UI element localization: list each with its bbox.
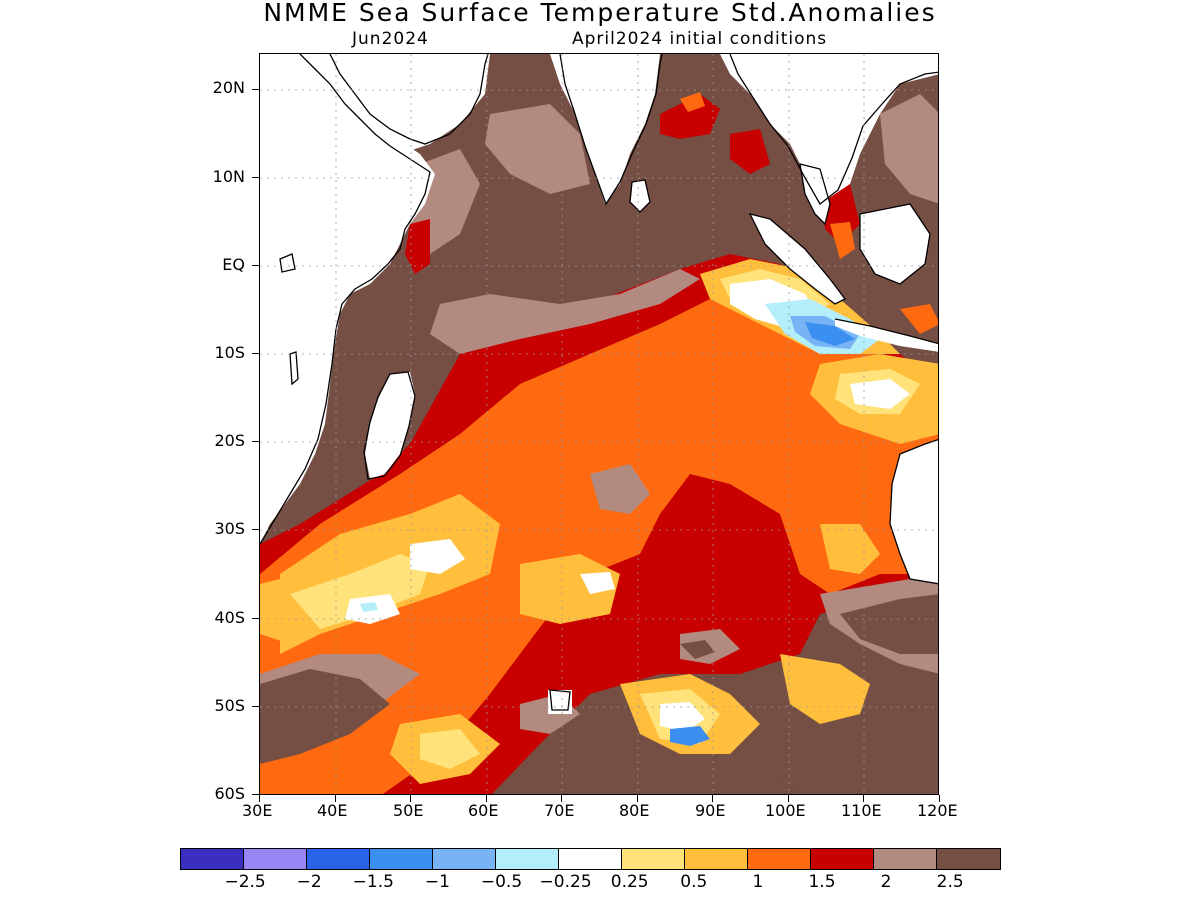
colorbar-label: 2.5 bbox=[936, 872, 964, 892]
map-panel bbox=[259, 53, 939, 795]
lon-label-90e: 90E bbox=[695, 801, 726, 820]
java-land bbox=[835, 319, 938, 352]
colorbar bbox=[180, 848, 1001, 870]
cold-anomaly-core bbox=[805, 322, 855, 346]
lat-label-eq: EQ bbox=[222, 255, 245, 274]
colorbar-label: −2.5 bbox=[224, 872, 266, 892]
colorbar-label: 1.5 bbox=[808, 872, 836, 892]
orange-region bbox=[260, 284, 938, 794]
colorbar-swatch bbox=[937, 849, 1000, 869]
colorbar-label: −0.5 bbox=[480, 872, 523, 892]
lon-label-30e: 30E bbox=[242, 801, 273, 820]
indochina-land bbox=[720, 54, 938, 204]
colorbar-swatch bbox=[496, 849, 559, 869]
colorbar-label: −1.5 bbox=[352, 872, 394, 892]
lat-label-30s: 30S bbox=[214, 519, 245, 538]
borneo-land bbox=[860, 204, 930, 284]
colorbar-swatch bbox=[559, 849, 622, 869]
colorbar-swatch bbox=[181, 849, 244, 869]
australia-land bbox=[890, 439, 938, 584]
lat-label-50s: 50S bbox=[214, 696, 245, 715]
colorbar-swatch bbox=[685, 849, 748, 869]
lat-label-10n: 10N bbox=[212, 167, 245, 186]
sst-anomaly-map bbox=[260, 54, 938, 794]
colorbar-swatch bbox=[244, 849, 307, 869]
arabia-land bbox=[320, 54, 490, 154]
colorbar-swatch bbox=[874, 849, 937, 869]
lon-label-100e: 100E bbox=[765, 801, 806, 820]
sri-lanka-land bbox=[630, 180, 650, 212]
colorbar-label: 0.25 bbox=[610, 872, 649, 892]
coastlines bbox=[260, 54, 938, 711]
lon-label-60e: 60E bbox=[468, 801, 499, 820]
madagascar-land bbox=[365, 372, 415, 479]
colorbar-swatch bbox=[622, 849, 685, 869]
colorbar-label: −2 bbox=[296, 872, 322, 892]
colorbar-swatch bbox=[433, 849, 496, 869]
lat-label-40s: 40S bbox=[214, 608, 245, 627]
kerguelen-land bbox=[548, 690, 572, 714]
lon-label-70e: 70E bbox=[544, 801, 575, 820]
colorbar-label: −0.25 bbox=[539, 872, 592, 892]
colorbar-swatch bbox=[307, 849, 370, 869]
lon-label-120e: 120E bbox=[917, 801, 958, 820]
colorbar-label: −1 bbox=[424, 872, 450, 892]
lon-label-50e: 50E bbox=[393, 801, 424, 820]
colorbar-swatch bbox=[370, 849, 433, 869]
initial-conditions: April2024 initial conditions bbox=[572, 29, 828, 49]
graticule bbox=[260, 54, 938, 794]
lon-label-110e: 110E bbox=[841, 801, 882, 820]
india-land bbox=[550, 54, 660, 204]
lon-label-40e: 40E bbox=[317, 801, 348, 820]
colorbar-label: 2 bbox=[880, 872, 892, 892]
colorbar-swatch bbox=[748, 849, 811, 869]
africa-land bbox=[260, 54, 435, 544]
lat-label-10s: 10S bbox=[214, 343, 245, 362]
colorbar-swatch bbox=[811, 849, 874, 869]
lat-label-20s: 20S bbox=[214, 431, 245, 450]
lat-label-20n: 20N bbox=[212, 78, 245, 97]
map-title: NMME Sea Surface Temperature Std.Anomali… bbox=[263, 0, 937, 27]
lat-label-60s: 60S bbox=[214, 784, 245, 803]
colorbar-label: 0.5 bbox=[680, 872, 708, 892]
lon-label-80e: 80E bbox=[619, 801, 650, 820]
forecast-month: Jun2024 bbox=[352, 29, 429, 49]
colorbar-label: 1 bbox=[752, 872, 764, 892]
sumatra-land bbox=[750, 214, 845, 304]
